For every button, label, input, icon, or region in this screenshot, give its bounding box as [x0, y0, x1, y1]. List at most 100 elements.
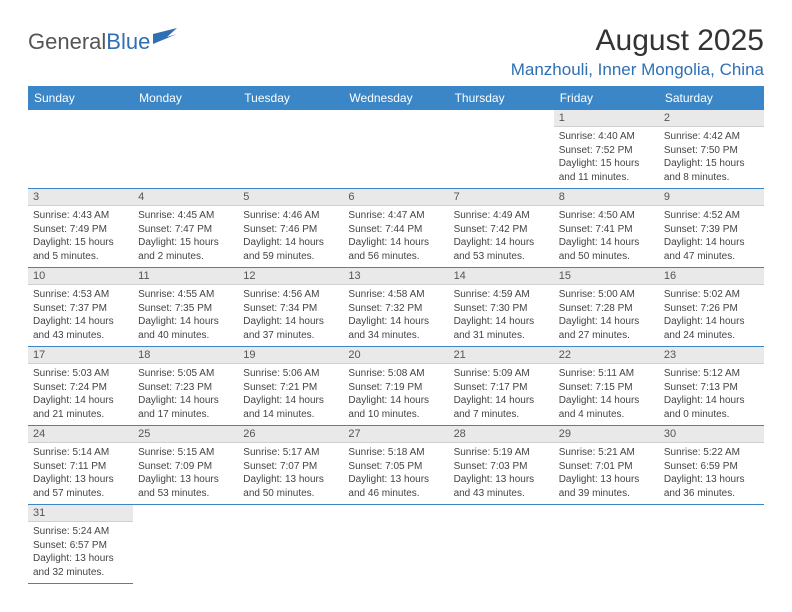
day-details: Sunrise: 4:43 AMSunset: 7:49 PMDaylight:… — [28, 206, 133, 267]
day-number: 11 — [133, 268, 238, 285]
calendar-cell: 3Sunrise: 4:43 AMSunset: 7:49 PMDaylight… — [28, 189, 133, 268]
day-number: 8 — [554, 189, 659, 206]
calendar-cell: 22Sunrise: 5:11 AMSunset: 7:15 PMDayligh… — [554, 347, 659, 426]
calendar-cell: 1Sunrise: 4:40 AMSunset: 7:52 PMDaylight… — [554, 110, 659, 189]
calendar-cell: 27Sunrise: 5:18 AMSunset: 7:05 PMDayligh… — [343, 426, 448, 505]
calendar-cell: 30Sunrise: 5:22 AMSunset: 6:59 PMDayligh… — [659, 426, 764, 505]
day-details: Sunrise: 5:08 AMSunset: 7:19 PMDaylight:… — [343, 364, 448, 425]
day-details: Sunrise: 4:55 AMSunset: 7:35 PMDaylight:… — [133, 285, 238, 346]
calendar-cell: 16Sunrise: 5:02 AMSunset: 7:26 PMDayligh… — [659, 268, 764, 347]
calendar-cell — [449, 505, 554, 584]
day-number: 9 — [659, 189, 764, 206]
weekday-header: Friday — [554, 86, 659, 110]
day-number: 17 — [28, 347, 133, 364]
day-number: 21 — [449, 347, 554, 364]
day-details: Sunrise: 4:47 AMSunset: 7:44 PMDaylight:… — [343, 206, 448, 267]
calendar-cell: 19Sunrise: 5:06 AMSunset: 7:21 PMDayligh… — [238, 347, 343, 426]
calendar-cell: 6Sunrise: 4:47 AMSunset: 7:44 PMDaylight… — [343, 189, 448, 268]
weekday-header: Sunday — [28, 86, 133, 110]
calendar-cell: 31Sunrise: 5:24 AMSunset: 6:57 PMDayligh… — [28, 505, 133, 584]
calendar-cell — [133, 505, 238, 584]
day-number: 15 — [554, 268, 659, 285]
calendar-cell: 7Sunrise: 4:49 AMSunset: 7:42 PMDaylight… — [449, 189, 554, 268]
day-details: Sunrise: 5:00 AMSunset: 7:28 PMDaylight:… — [554, 285, 659, 346]
header: GeneralBlue August 2025 Manzhouli, Inner… — [28, 24, 764, 80]
calendar-cell — [28, 110, 133, 189]
calendar-head: SundayMondayTuesdayWednesdayThursdayFrid… — [28, 86, 764, 110]
calendar-cell: 20Sunrise: 5:08 AMSunset: 7:19 PMDayligh… — [343, 347, 448, 426]
day-details: Sunrise: 5:11 AMSunset: 7:15 PMDaylight:… — [554, 364, 659, 425]
calendar-cell — [133, 110, 238, 189]
calendar-cell — [449, 110, 554, 189]
calendar-cell — [238, 505, 343, 584]
calendar-cell: 2Sunrise: 4:42 AMSunset: 7:50 PMDaylight… — [659, 110, 764, 189]
day-details: Sunrise: 5:06 AMSunset: 7:21 PMDaylight:… — [238, 364, 343, 425]
day-number: 26 — [238, 426, 343, 443]
day-number: 7 — [449, 189, 554, 206]
calendar-cell: 5Sunrise: 4:46 AMSunset: 7:46 PMDaylight… — [238, 189, 343, 268]
day-number: 5 — [238, 189, 343, 206]
calendar-cell: 9Sunrise: 4:52 AMSunset: 7:39 PMDaylight… — [659, 189, 764, 268]
calendar-cell: 24Sunrise: 5:14 AMSunset: 7:11 PMDayligh… — [28, 426, 133, 505]
logo-flag-icon — [153, 24, 179, 50]
calendar-cell: 23Sunrise: 5:12 AMSunset: 7:13 PMDayligh… — [659, 347, 764, 426]
day-number: 14 — [449, 268, 554, 285]
day-number: 25 — [133, 426, 238, 443]
day-number: 1 — [554, 110, 659, 127]
calendar-cell — [554, 505, 659, 584]
day-details: Sunrise: 4:50 AMSunset: 7:41 PMDaylight:… — [554, 206, 659, 267]
logo: GeneralBlue — [28, 24, 179, 60]
day-details: Sunrise: 4:49 AMSunset: 7:42 PMDaylight:… — [449, 206, 554, 267]
weekday-header: Saturday — [659, 86, 764, 110]
day-details: Sunrise: 4:52 AMSunset: 7:39 PMDaylight:… — [659, 206, 764, 267]
day-details: Sunrise: 5:19 AMSunset: 7:03 PMDaylight:… — [449, 443, 554, 504]
day-details: Sunrise: 5:03 AMSunset: 7:24 PMDaylight:… — [28, 364, 133, 425]
calendar-cell: 4Sunrise: 4:45 AMSunset: 7:47 PMDaylight… — [133, 189, 238, 268]
day-number: 23 — [659, 347, 764, 364]
day-details: Sunrise: 5:17 AMSunset: 7:07 PMDaylight:… — [238, 443, 343, 504]
day-details: Sunrise: 5:18 AMSunset: 7:05 PMDaylight:… — [343, 443, 448, 504]
day-number: 18 — [133, 347, 238, 364]
title-block: August 2025 Manzhouli, Inner Mongolia, C… — [511, 24, 764, 80]
calendar-cell: 8Sunrise: 4:50 AMSunset: 7:41 PMDaylight… — [554, 189, 659, 268]
day-details: Sunrise: 5:24 AMSunset: 6:57 PMDaylight:… — [28, 522, 133, 583]
day-number: 10 — [28, 268, 133, 285]
day-number: 4 — [133, 189, 238, 206]
day-details: Sunrise: 5:15 AMSunset: 7:09 PMDaylight:… — [133, 443, 238, 504]
day-number: 22 — [554, 347, 659, 364]
calendar-cell: 11Sunrise: 4:55 AMSunset: 7:35 PMDayligh… — [133, 268, 238, 347]
calendar-cell: 29Sunrise: 5:21 AMSunset: 7:01 PMDayligh… — [554, 426, 659, 505]
weekday-header: Thursday — [449, 86, 554, 110]
day-number: 24 — [28, 426, 133, 443]
calendar-cell: 15Sunrise: 5:00 AMSunset: 7:28 PMDayligh… — [554, 268, 659, 347]
day-details: Sunrise: 5:05 AMSunset: 7:23 PMDaylight:… — [133, 364, 238, 425]
location: Manzhouli, Inner Mongolia, China — [511, 60, 764, 80]
day-number: 19 — [238, 347, 343, 364]
month-title: August 2025 — [511, 24, 764, 58]
calendar-cell — [343, 110, 448, 189]
weekday-header: Monday — [133, 86, 238, 110]
day-details: Sunrise: 5:12 AMSunset: 7:13 PMDaylight:… — [659, 364, 764, 425]
calendar-cell: 14Sunrise: 4:59 AMSunset: 7:30 PMDayligh… — [449, 268, 554, 347]
day-number: 12 — [238, 268, 343, 285]
day-details: Sunrise: 5:09 AMSunset: 7:17 PMDaylight:… — [449, 364, 554, 425]
calendar-cell — [238, 110, 343, 189]
calendar-cell: 13Sunrise: 4:58 AMSunset: 7:32 PMDayligh… — [343, 268, 448, 347]
calendar-cell: 28Sunrise: 5:19 AMSunset: 7:03 PMDayligh… — [449, 426, 554, 505]
day-details: Sunrise: 4:53 AMSunset: 7:37 PMDaylight:… — [28, 285, 133, 346]
day-details: Sunrise: 5:02 AMSunset: 7:26 PMDaylight:… — [659, 285, 764, 346]
day-details: Sunrise: 5:14 AMSunset: 7:11 PMDaylight:… — [28, 443, 133, 504]
day-details: Sunrise: 4:42 AMSunset: 7:50 PMDaylight:… — [659, 127, 764, 188]
day-number: 20 — [343, 347, 448, 364]
calendar-table: SundayMondayTuesdayWednesdayThursdayFrid… — [28, 86, 764, 584]
day-number: 6 — [343, 189, 448, 206]
day-number: 27 — [343, 426, 448, 443]
calendar-cell: 10Sunrise: 4:53 AMSunset: 7:37 PMDayligh… — [28, 268, 133, 347]
day-number: 30 — [659, 426, 764, 443]
calendar-cell — [659, 505, 764, 584]
day-number: 13 — [343, 268, 448, 285]
calendar-cell: 21Sunrise: 5:09 AMSunset: 7:17 PMDayligh… — [449, 347, 554, 426]
day-details: Sunrise: 4:46 AMSunset: 7:46 PMDaylight:… — [238, 206, 343, 267]
day-details: Sunrise: 4:56 AMSunset: 7:34 PMDaylight:… — [238, 285, 343, 346]
calendar-body: 1Sunrise: 4:40 AMSunset: 7:52 PMDaylight… — [28, 110, 764, 584]
